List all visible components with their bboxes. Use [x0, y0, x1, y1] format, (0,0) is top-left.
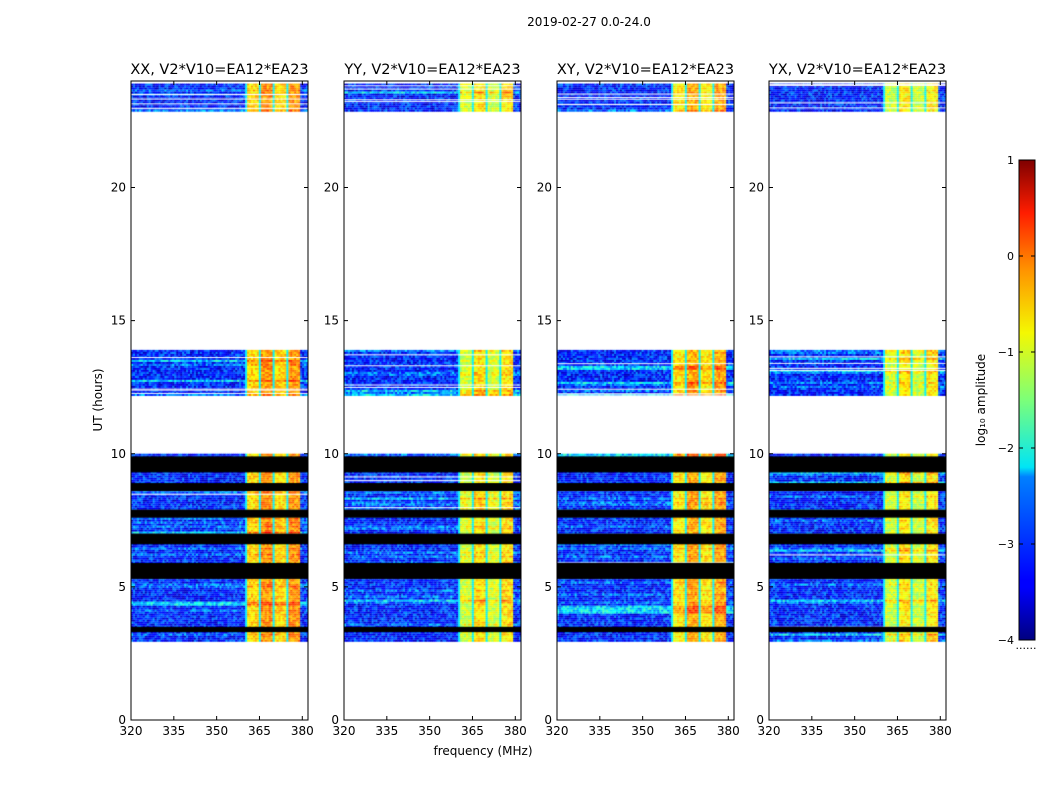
panel-title: XX, V2*V10=EA12*EA23	[130, 62, 308, 78]
colorbar-tick-label: −3	[998, 538, 1014, 551]
y-tick-label: 20	[111, 181, 126, 195]
y-tick-label: 5	[118, 580, 126, 594]
y-tick-label: 10	[537, 447, 552, 461]
figure-suptitle: 2019-02-27 0.0-24.0	[527, 15, 651, 29]
panel-frame	[343, 80, 522, 721]
x-tick-label: 380	[929, 724, 952, 738]
heatmap-image	[344, 81, 521, 720]
colorbar-below-label: ......	[1016, 639, 1037, 652]
colorbar-tick-label: −4	[998, 634, 1014, 647]
panels: XX, V2*V10=EA12*EA23 320 335 350 365 380 0 5 10 1…	[111, 62, 952, 738]
heatmap-image	[131, 81, 308, 720]
colorbar-tick-label: −2	[998, 442, 1014, 455]
x-tick-label: 365	[886, 724, 909, 738]
panel-title: XY, V2*V10=EA12*EA23	[557, 62, 734, 78]
y-tick-label: 20	[749, 181, 764, 195]
y-tick-label: 20	[324, 181, 339, 195]
panel-frame	[556, 80, 735, 721]
x-tick-label: 350	[843, 724, 866, 738]
y-tick-label: 0	[544, 713, 552, 727]
y-tick-label: 5	[544, 580, 552, 594]
x-tick-label: 320	[333, 724, 356, 738]
x-axis-label: frequency (MHz)	[433, 744, 532, 758]
y-tick-label: 10	[324, 447, 339, 461]
y-tick-label: 20	[537, 181, 552, 195]
x-tick-label: 380	[291, 724, 314, 738]
colorbar-tick-label: 0	[1007, 250, 1014, 263]
x-tick-label: 335	[588, 724, 611, 738]
y-tick-label: 5	[331, 580, 339, 594]
y-tick-label: 10	[111, 447, 126, 461]
x-tick-label: 335	[800, 724, 823, 738]
x-tick-label: 320	[120, 724, 143, 738]
x-tick-label: 350	[418, 724, 441, 738]
y-tick-label: 10	[749, 447, 764, 461]
y-axis-label: UT (hours)	[91, 368, 105, 431]
x-tick-label: 320	[758, 724, 781, 738]
x-tick-label: 380	[504, 724, 527, 738]
x-tick-label: 365	[674, 724, 697, 738]
y-tick-label: 15	[324, 314, 339, 328]
y-tick-label: 5	[756, 580, 764, 594]
x-tick-label: 365	[461, 724, 484, 738]
x-tick-label: 350	[631, 724, 654, 738]
y-tick-label: 15	[111, 314, 126, 328]
colorbar: 1 0 −1 −2 −3 −4 log₁₀ amplitude ......	[974, 154, 1036, 652]
panel-xx: XX, V2*V10=EA12*EA23 320 335 350 365 380 0 5 10 1…	[111, 62, 314, 738]
panel-title: YX, V2*V10=EA12*EA23	[768, 62, 946, 78]
colorbar-tick-label: 1	[1007, 154, 1014, 167]
x-tick-label: 335	[162, 724, 185, 738]
colorbar-tick-label: −1	[998, 346, 1014, 359]
panel-yx: YX, V2*V10=EA12*EA23 320 335 350 365 380 0 5 10 1…	[749, 62, 952, 738]
x-tick-label: 365	[248, 724, 271, 738]
panel-frame	[130, 80, 309, 721]
x-tick-label: 320	[546, 724, 569, 738]
colorbar-label: log₁₀ amplitude	[974, 354, 988, 446]
y-tick-label: 0	[118, 713, 126, 727]
y-tick-label: 0	[756, 713, 764, 727]
x-tick-label: 350	[205, 724, 228, 738]
y-tick-label: 0	[331, 713, 339, 727]
x-tick-label: 380	[717, 724, 740, 738]
panel-xy: XY, V2*V10=EA12*EA23 320 335 350 365 380 0 5 10 1…	[537, 62, 740, 738]
colorbar-ticks: 1 0 −1 −2 −3 −4	[998, 154, 1035, 647]
y-tick-label: 15	[537, 314, 552, 328]
heatmap-image	[769, 81, 946, 720]
panel-title: YY, V2*V10=EA12*EA23	[343, 62, 520, 78]
panel-yy: YY, V2*V10=EA12*EA23 320 335 350 365 380 0 5 10 1…	[324, 62, 527, 738]
colorbar-gradient	[1018, 159, 1036, 641]
heatmap-image	[557, 81, 734, 720]
panel-frame	[768, 80, 947, 721]
y-tick-label: 15	[749, 314, 764, 328]
x-tick-label: 335	[375, 724, 398, 738]
